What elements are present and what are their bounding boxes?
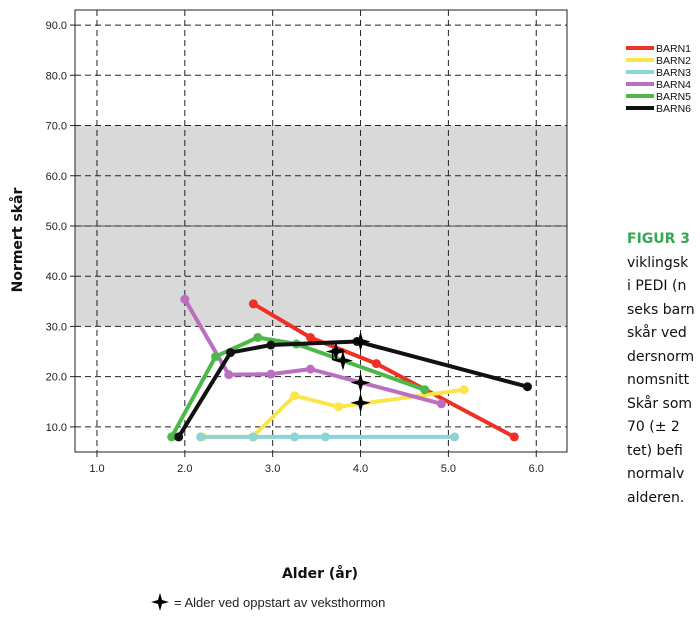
growth-hormone-marker (350, 372, 371, 393)
four-point-star-icon (151, 593, 169, 611)
x-tick-label: 6.0 (529, 463, 544, 475)
figure-label: FIGUR 3 (627, 231, 691, 247)
y-tick-label: 10.0 (46, 422, 67, 434)
caption-line: normalv (627, 466, 685, 482)
growth-hormone-marker (332, 350, 353, 371)
figure-caption: FIGUR 3 viklingsk i PEDI (n seks barn sk… (627, 228, 700, 510)
data-point-barn2 (290, 391, 300, 401)
data-point-barn4 (224, 370, 234, 380)
x-tick-label: 1.0 (89, 463, 104, 475)
growth-hormone-markers (325, 331, 371, 413)
data-point-barn5 (211, 352, 221, 362)
x-tick-label: 4.0 (353, 463, 368, 475)
data-point-barn3 (320, 432, 330, 442)
plot-area (75, 10, 567, 452)
caption-line: nomsnitt (627, 372, 690, 388)
marker-note: = Alder ved oppstart av veksthormon (150, 590, 385, 614)
data-point-barn4 (180, 294, 190, 304)
data-point-barn2 (334, 402, 344, 412)
caption-line: 70 (± 2 (627, 419, 680, 435)
growth-hormone-marker (350, 392, 371, 413)
y-axis-title: Normert skår (9, 188, 26, 293)
data-point-barn6 (266, 340, 276, 350)
plot-frame (74, 9, 568, 453)
data-point-barn4 (436, 399, 446, 409)
caption-line: tet) befi (627, 442, 683, 459)
x-tick-label: 5.0 (441, 463, 456, 475)
legend-label-barn4: BARN4 (656, 79, 691, 91)
marker-note-text: = Alder ved oppstart av veksthormon (174, 594, 386, 610)
caption-line: skår ved (627, 325, 687, 341)
data-point-barn3 (290, 432, 300, 442)
data-point-barn1 (305, 332, 315, 342)
y-tick-label: 40.0 (46, 271, 67, 283)
data-point-barn5 (167, 432, 177, 442)
data-point-barn2 (459, 385, 469, 395)
legend-label-barn5: BARN5 (656, 91, 691, 103)
data-point-barn6 (522, 382, 532, 392)
x-tick-label: 3.0 (265, 463, 280, 475)
caption-line: alderen. (627, 489, 685, 506)
y-tick-label: 50.0 (46, 221, 67, 233)
data-point-barn6 (174, 432, 184, 442)
growth-hormone-marker (350, 331, 371, 352)
data-point-barn3 (196, 432, 206, 442)
data-point-barn6 (226, 348, 236, 358)
legend-label-barn2: BARN2 (656, 55, 691, 67)
data-point-barn1 (248, 299, 258, 309)
data-point-barn3 (248, 432, 258, 442)
data-point-barn4 (266, 369, 276, 379)
data-point-barn5 (420, 385, 430, 395)
caption-line: dersnorm (627, 348, 695, 365)
caption-line: i PEDI (n (627, 278, 687, 294)
caption-line: seks barn (627, 301, 695, 318)
caption-line: Skår som (627, 395, 693, 412)
data-point-barn1 (509, 432, 519, 442)
y-tick-label: 90.0 (46, 20, 67, 32)
legend-label-barn1: BARN1 (656, 43, 691, 55)
data-point-barn1 (371, 359, 381, 369)
data-point-barn4 (305, 364, 315, 374)
open-square-marker (331, 348, 344, 361)
axes: 1.0 2.0 3.0 4.0 5.0 6.0 10.0 20.0 30.0 40.0 50.0 60… (46, 9, 568, 475)
y-tick-label: 60.0 (46, 171, 67, 183)
y-tick-label: 70.0 (46, 121, 67, 133)
caption-line: viklingsk (627, 254, 689, 271)
x-tick-label: 2.0 (177, 463, 192, 475)
x-axis-title: Alder (år) (282, 565, 358, 582)
growth-hormone-marker (325, 341, 346, 362)
data-point-barn3 (450, 432, 460, 442)
legend-label-barn3: BARN3 (656, 67, 691, 79)
data-point-barn5 (253, 332, 263, 342)
y-tick-label: 20.0 (46, 372, 67, 384)
legend-label-barn6: BARN6 (656, 103, 691, 115)
y-tick-label: 30.0 (46, 321, 67, 333)
y-tick-label: 80.0 (46, 70, 67, 82)
